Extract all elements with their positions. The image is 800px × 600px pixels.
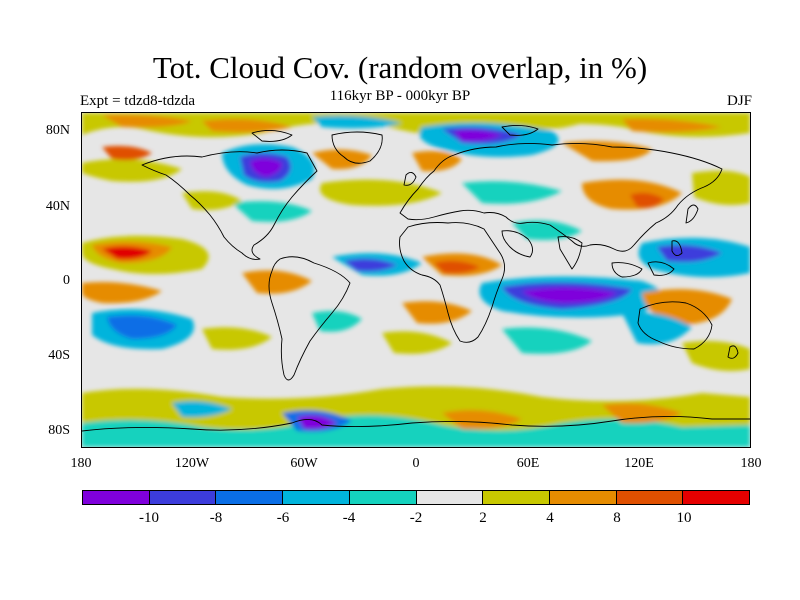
anomaly-patch: [250, 158, 282, 177]
colorbar-swatch: [549, 491, 617, 504]
anomaly-patch: [312, 311, 362, 332]
anomaly-patch: [320, 179, 442, 206]
colorbar-label: -2: [409, 510, 423, 526]
lat-label-0: 0: [63, 273, 70, 288]
anomaly-patch: [102, 114, 192, 128]
anomaly-patch: [462, 181, 562, 204]
anomaly-patch: [622, 118, 722, 133]
map-subtitle: 116kyr BP - 000kyr BP: [329, 88, 471, 104]
anomaly-patch: [602, 403, 682, 424]
anomaly-patch: [102, 145, 152, 161]
colorbar-label: -6: [276, 510, 290, 526]
anomaly-patch: [172, 401, 232, 418]
lat-label-40s: 40S: [48, 348, 70, 363]
map-panel: [81, 112, 751, 448]
colorbar-swatch: [216, 491, 284, 504]
colorbar-swatch: [83, 491, 150, 504]
anomaly-patch: [232, 201, 312, 222]
colorbar-label: -10: [139, 510, 159, 526]
lon-label-120w: 120W: [174, 456, 210, 471]
coastline-australia: [637, 301, 713, 350]
anomaly-patch: [657, 245, 722, 262]
season-label: DJF: [726, 93, 752, 109]
experiment-label: Expt = tdzd8-tdzda: [80, 93, 196, 109]
coastline-arctic-islands: [251, 124, 539, 142]
anomaly-field: [82, 113, 750, 447]
lon-label-60e: 60E: [516, 456, 540, 471]
lon-label-180-right: 180: [740, 456, 762, 471]
colorbar-label: -4: [342, 510, 356, 526]
anomaly-patch: [412, 151, 462, 172]
anomaly-patch: [82, 415, 750, 447]
colorbar-swatch: [416, 491, 484, 504]
coastline-uk: [403, 172, 417, 186]
coastlines: [82, 124, 750, 432]
colorbar-swatch: [683, 491, 750, 504]
colorbar-label: 8: [613, 510, 621, 526]
colorbar-swatch: [349, 491, 417, 504]
lon-label-0: 0: [412, 456, 420, 471]
colorbar-swatch: [283, 491, 350, 504]
anomaly-patch: [682, 341, 750, 371]
lat-label-80n: 80N: [45, 123, 70, 138]
coastline-greenland: [331, 131, 383, 164]
anomaly-patch: [202, 119, 292, 133]
anomaly-patch: [522, 287, 617, 303]
coastline-north-america: [141, 149, 318, 260]
coastline-maritime-asia: [611, 240, 683, 278]
map-title: Tot. Cloud Cov. (random overlap, in %): [152, 50, 648, 85]
lat-label-40n: 40N: [45, 199, 70, 214]
anomaly-patch: [344, 258, 397, 272]
coastline-africa: [399, 222, 505, 343]
anomaly-patch: [242, 270, 312, 294]
anomaly-patch: [402, 301, 472, 324]
coastline-south-america: [268, 256, 351, 381]
lon-label-180-left: 180: [70, 456, 92, 471]
anomaly-patch: [454, 129, 502, 142]
lon-label-60w: 60W: [290, 456, 318, 471]
anomaly-patch: [312, 149, 372, 170]
cloud-anomaly-map: [82, 113, 750, 447]
anomaly-patch: [202, 327, 272, 350]
anomaly-patch: [102, 246, 152, 260]
coastline-arabia: [501, 230, 533, 258]
coastline-eurasia: [399, 142, 723, 252]
anomaly-patch: [622, 312, 692, 345]
coastline-new-zealand: [727, 345, 739, 359]
coastline-japan: [685, 204, 699, 224]
anomaly-patch: [82, 282, 162, 304]
anomaly-patch: [312, 115, 402, 129]
colorbar-swatch: [616, 491, 684, 504]
anomaly-patch: [442, 410, 522, 430]
colorbar-swatch: [483, 491, 550, 504]
anomaly-patch: [382, 331, 452, 354]
anomaly-patch: [82, 159, 182, 182]
colorbar: [82, 490, 750, 505]
anomaly-patch: [502, 327, 592, 354]
lon-label-120e: 120E: [624, 456, 654, 471]
anomaly-patch: [692, 170, 750, 205]
anomaly-patch: [562, 141, 652, 162]
anomaly-patch: [434, 260, 480, 274]
colorbar-label: 2: [479, 510, 487, 526]
anomaly-patch: [630, 192, 664, 208]
colorbar-label: -8: [209, 510, 223, 526]
anomaly-patch: [107, 315, 177, 339]
colorbar-label: 10: [676, 510, 692, 526]
coastline-india: [557, 236, 583, 270]
coastline-antarctica: [82, 415, 750, 432]
lat-label-80s: 80S: [48, 423, 70, 438]
anomaly-patch: [182, 191, 242, 210]
colorbar-swatch: [149, 491, 217, 504]
colorbar-label: 4: [546, 510, 554, 526]
